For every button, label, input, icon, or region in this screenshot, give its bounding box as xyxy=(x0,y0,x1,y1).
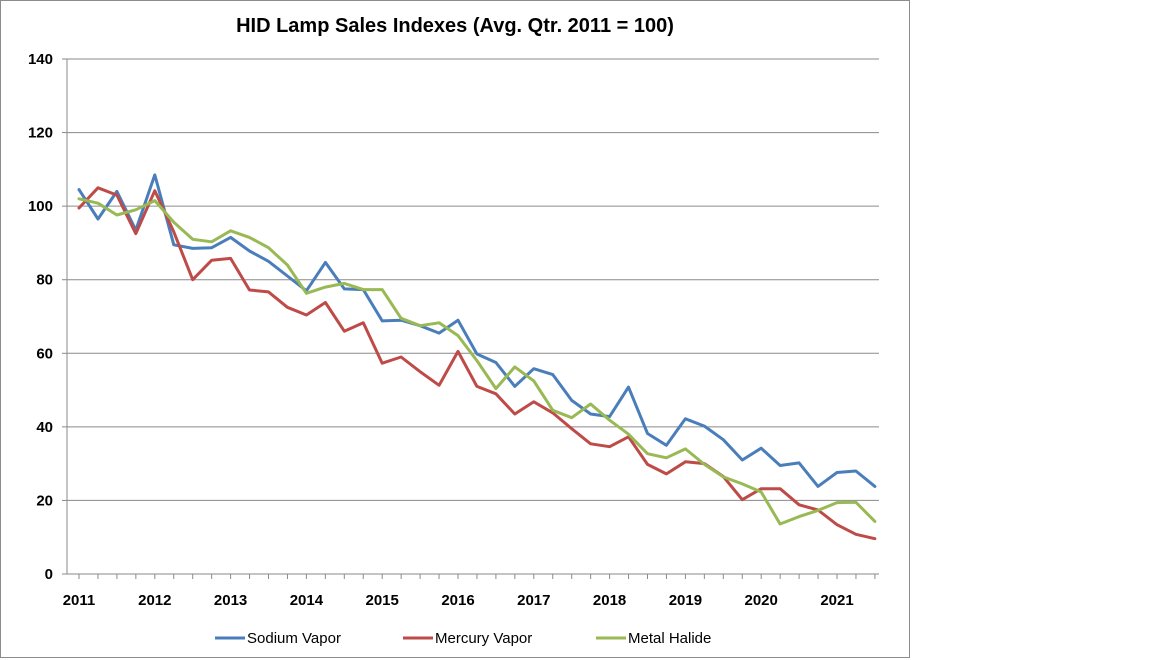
gridlines xyxy=(67,58,879,501)
legend-item-metal-halide: Metal Halide xyxy=(596,630,711,647)
legend-label: Mercury Vapor xyxy=(435,630,532,647)
y-tick-label: 60 xyxy=(36,345,53,362)
y-tick-label: 0 xyxy=(45,566,53,583)
y-tick-label: 20 xyxy=(36,492,53,509)
axes xyxy=(62,58,879,579)
legend-label: Metal Halide xyxy=(628,630,711,647)
legend-label: Sodium Vapor xyxy=(247,630,341,647)
x-tick-label: 2018 xyxy=(593,592,626,609)
y-tick-label: 40 xyxy=(36,419,53,436)
legend: Sodium Vapor Mercury Vapor Metal Halide xyxy=(215,630,711,647)
x-tick-label: 2016 xyxy=(441,592,474,609)
x-tick-label: 2015 xyxy=(366,592,399,609)
x-tick-label: 2012 xyxy=(138,592,171,609)
x-tick-labels: 2011 2012 2013 2014 2015 2016 2017 2018 2019 2020… xyxy=(63,592,854,609)
x-tick-label: 2019 xyxy=(669,592,702,609)
series-line-mercury-vapor xyxy=(77,186,877,541)
legend-item-sodium-vapor: Sodium Vapor xyxy=(215,630,341,647)
x-tick-label: 2021 xyxy=(820,592,853,609)
chart-title: HID Lamp Sales Indexes (Avg. Qtr. 2011 =… xyxy=(236,15,674,37)
x-tick-label: 2020 xyxy=(745,592,778,609)
series-line-metal-halide xyxy=(77,197,877,526)
series-lines xyxy=(77,173,877,541)
x-tick-label: 2014 xyxy=(290,592,324,609)
x-tick-label: 2011 xyxy=(63,592,96,609)
y-tick-labels: 0 20 40 60 80 100 120 140 xyxy=(28,51,53,583)
legend-item-mercury-vapor: Mercury Vapor xyxy=(403,630,532,647)
chart-frame xyxy=(0,0,910,658)
y-tick-label: 100 xyxy=(28,198,53,215)
y-tick-label: 80 xyxy=(36,272,53,289)
y-tick-label: 140 xyxy=(28,51,53,68)
y-tick-label: 120 xyxy=(28,125,53,142)
x-tick-label: 2013 xyxy=(214,592,247,609)
series-line-sodium-vapor xyxy=(77,173,877,488)
x-tick-label: 2017 xyxy=(517,592,550,609)
